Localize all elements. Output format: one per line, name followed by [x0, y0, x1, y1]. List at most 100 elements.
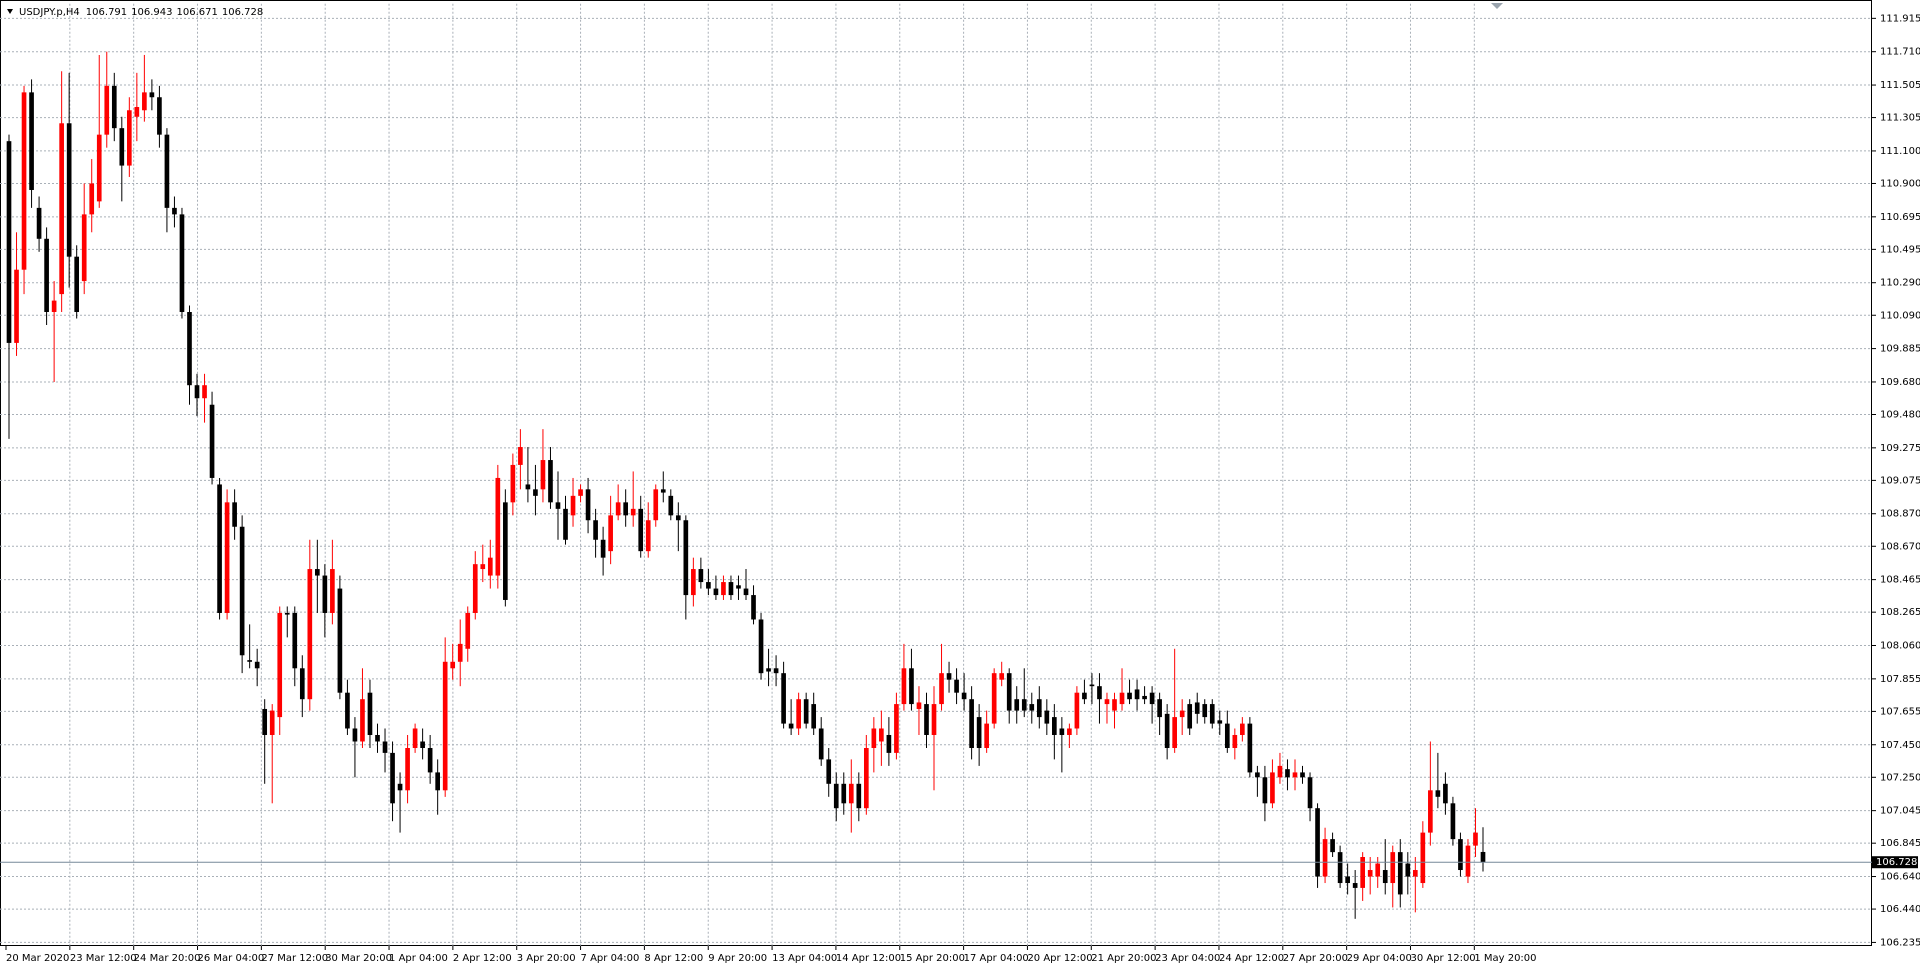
candle-body: [1285, 769, 1290, 778]
candle-body: [1375, 863, 1381, 877]
candle-body: [660, 489, 666, 493]
candle-body: [969, 699, 974, 749]
candle-body: [818, 728, 824, 760]
candle-body: [1112, 699, 1117, 711]
menu-arrow[interactable]: [7, 9, 13, 14]
x-tick-label: 1 Apr 04:00: [389, 953, 448, 964]
x-tick-label: 20 Apr 12:00: [1027, 953, 1092, 964]
candle-body: [1089, 684, 1095, 687]
y-tick-label: 110.290: [1880, 278, 1920, 289]
candle-body: [487, 557, 493, 576]
y-tick-label: 108.465: [1880, 575, 1920, 586]
candle-body: [480, 564, 486, 570]
candle-body: [1412, 870, 1418, 877]
candle-body: [1104, 699, 1110, 705]
candle-body: [909, 668, 914, 705]
candle-body: [706, 582, 711, 589]
candle-body: [886, 734, 892, 753]
candle-body: [510, 464, 516, 503]
candle-body: [1450, 803, 1456, 840]
candle-body: [833, 783, 839, 809]
candle-body: [976, 717, 982, 749]
y-tick-label: 109.885: [1880, 344, 1920, 355]
y-tick-label: 110.090: [1880, 310, 1920, 321]
candle-body: [984, 723, 989, 749]
candle-body: [247, 660, 252, 662]
x-tick-label: 1 May 20:00: [1474, 953, 1536, 964]
x-tick-label: 3 Apr 20:00: [517, 953, 576, 964]
candle-body: [269, 710, 275, 735]
candle-body: [856, 783, 862, 809]
x-tick-label: 26 Mar 04:00: [198, 953, 265, 964]
candle-body: [330, 569, 335, 613]
candle-body: [254, 661, 260, 669]
candle-body: [721, 582, 726, 596]
candle-body: [1067, 728, 1072, 735]
candle-body: [939, 673, 944, 705]
symbol: USDJPY.p,H4: [19, 7, 80, 18]
header: USDJPY.p,H4 106.791 106.943 106.671 106.728: [19, 7, 263, 18]
x-tick-label: 30 Mar 20:00: [325, 953, 392, 964]
candle-body: [675, 515, 681, 521]
candle-body: [292, 612, 298, 669]
candle-body: [1405, 863, 1411, 877]
candle-body: [194, 385, 200, 399]
candle-body: [1052, 717, 1057, 735]
x-tick-label: 9 Apr 20:00: [708, 953, 767, 964]
candle-body: [172, 207, 177, 215]
candle-body: [126, 110, 132, 166]
candle-body: [1217, 720, 1223, 724]
y-tick-label: 111.915: [1880, 13, 1920, 24]
candle-body: [74, 256, 80, 312]
candle-body: [360, 699, 365, 742]
candle-body: [1179, 710, 1185, 718]
high-value: 106.943: [131, 7, 172, 18]
current-price-label: 106.728: [1876, 857, 1917, 868]
candle-body: [134, 107, 140, 117]
x-tick-label: 2 Apr 12:00: [453, 953, 512, 964]
candle-body: [1352, 883, 1358, 888]
plot-frame: [0, 0, 1872, 946]
candle-body: [337, 588, 343, 693]
y-tick-label: 109.075: [1880, 475, 1920, 486]
y-tick-label: 107.855: [1880, 674, 1920, 685]
candle-body: [1322, 839, 1328, 877]
candle-body: [563, 508, 568, 540]
candle-body: [1443, 783, 1448, 804]
y-tick-label: 107.655: [1880, 706, 1920, 717]
candle-body: [44, 238, 49, 312]
x-tick-label: 27 Mar 12:00: [261, 953, 328, 964]
x-tick-label: 8 Apr 12:00: [644, 953, 703, 964]
candle-body: [630, 508, 636, 516]
candle-body: [1420, 832, 1426, 884]
candle-body: [1187, 704, 1193, 729]
candle-body: [307, 569, 313, 700]
y-tick-label: 106.640: [1880, 872, 1920, 883]
candle-body: [954, 679, 959, 693]
candle-body: [1382, 870, 1388, 884]
candle-body: [1194, 702, 1200, 714]
candle-body: [367, 692, 373, 735]
candle-body: [202, 385, 207, 399]
candle-body: [1172, 717, 1177, 749]
candle-body: [585, 489, 591, 521]
candle-body: [119, 128, 125, 166]
y-tick-label: 109.275: [1880, 443, 1920, 454]
candle-body: [1029, 704, 1035, 711]
y-tick-label: 109.680: [1880, 377, 1920, 388]
candle-body: [1014, 699, 1020, 711]
candle-body: [1435, 790, 1441, 797]
candle-body: [1367, 870, 1373, 877]
candle-body: [1360, 857, 1366, 888]
candle-body: [796, 699, 801, 729]
candle-body: [991, 673, 997, 724]
candle-body: [187, 311, 192, 386]
candle-body: [1345, 876, 1350, 884]
candle-body: [209, 404, 215, 478]
candle-body: [1458, 839, 1463, 871]
y-tick-label: 108.265: [1880, 607, 1920, 618]
candle-body: [21, 92, 27, 270]
candle-body: [570, 495, 576, 516]
candle-body: [1277, 765, 1283, 778]
